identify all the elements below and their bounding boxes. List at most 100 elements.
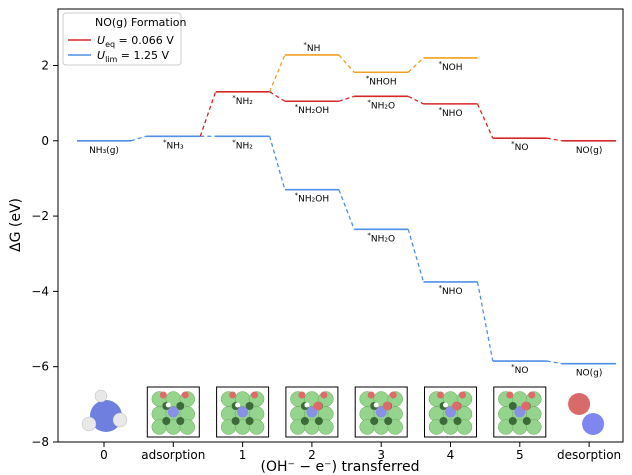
oxygen-atom (437, 391, 444, 399)
oxygen-atom (459, 391, 466, 399)
adsorbate-n-atom (445, 406, 456, 418)
adsorbate-o-atom (382, 401, 392, 411)
level-label: *NH₂OH (295, 103, 329, 116)
oxygen-atom (229, 391, 237, 399)
y-tick-label: −4 (31, 284, 49, 298)
x-tick-label: 2 (308, 448, 316, 462)
plot-frame (57, 8, 624, 443)
level-label: *NH₂OH (295, 192, 329, 205)
connector-line (407, 57, 424, 73)
y-tick-label: −2 (31, 209, 49, 223)
level-label: *NH₂ (232, 94, 253, 107)
surface-structure (493, 386, 547, 438)
connector-line (199, 91, 217, 137)
adsorbate-o-atom (521, 401, 531, 411)
legend-label-ulim: Ulim = 1.25 V (97, 49, 170, 64)
connector-line (338, 95, 355, 102)
subsurface-atom (300, 417, 309, 425)
y-tick-label: 0 (41, 134, 49, 148)
connector-line (407, 95, 424, 105)
surface-structure (354, 386, 408, 438)
y-tick-label: 2 (41, 58, 49, 72)
subsurface-atom (314, 417, 323, 425)
subsurface-atom (245, 402, 254, 410)
level-label: *NH₂O (367, 231, 395, 244)
legend: NO(g) Formation Ueq = 0.066 V Ulim = 1.2… (62, 12, 186, 66)
x-tick-label: 3 (377, 448, 385, 462)
connector-line (546, 137, 563, 142)
connector-line (476, 103, 494, 139)
level-label: NH₃(g) (89, 146, 119, 156)
level-label: *NO (511, 363, 528, 376)
connector-line (546, 360, 563, 365)
structure-icons (81, 386, 605, 438)
subsurface-atom (370, 417, 379, 425)
y-tick-label: −8 (31, 435, 49, 449)
adsorbate-o-atom (452, 401, 461, 411)
x-tick-label: 0 (100, 448, 108, 462)
connector-line (268, 136, 286, 190)
x-tick-label: adsorption (141, 448, 205, 462)
level-label: NO(g) (576, 369, 603, 379)
connector-line (269, 91, 286, 102)
x-tick-label: 5 (516, 448, 524, 462)
x-tick-label: desorption (557, 448, 621, 462)
level-label: *NH₂O (367, 98, 395, 111)
surface-structure (216, 386, 270, 438)
level-label: *NHO (438, 106, 462, 119)
subsurface-atom (245, 417, 254, 425)
adsorbate-n-atom (306, 406, 318, 418)
oxygen-atom (528, 391, 536, 399)
oxygen-atom (159, 391, 167, 399)
connector-line (268, 54, 286, 93)
adsorbate-n-atom (375, 406, 387, 418)
level-label: *NHO (438, 284, 462, 297)
surface-structure (424, 386, 477, 438)
subsurface-atom (384, 417, 393, 425)
oxygen-atom (389, 391, 397, 399)
adsorbate-n-atom (237, 406, 249, 418)
x-axis-ticks: 0 adsorption 1 2 3 4 5 desorption (100, 442, 621, 462)
adsorbate-n-atom (167, 406, 179, 418)
subsurface-atom (176, 417, 185, 425)
subsurface-atom (439, 417, 448, 425)
adsorbate-h-atom (304, 402, 310, 408)
subsurface-atom (522, 417, 531, 425)
x-axis-label: (OH⁻ − e⁻) transferred (261, 459, 420, 475)
adsorbate-o-atom (313, 401, 323, 411)
level-label: *NOH (438, 60, 462, 73)
level-label: *NH₂ (232, 138, 253, 151)
no-o-atom (568, 393, 591, 415)
ammonia-h-atom (94, 389, 108, 403)
adsorbate-h-atom (235, 402, 241, 408)
legend-title: NO(g) Formation (95, 16, 186, 29)
surface-structure (285, 386, 339, 438)
x-tick-label: 1 (239, 448, 247, 462)
adsorbate-h-atom (373, 402, 379, 408)
adsorbate-n-atom (514, 406, 526, 418)
subsurface-atom (176, 402, 185, 410)
subsurface-atom (508, 417, 517, 425)
ammonia-h-atom (81, 416, 97, 432)
level-label: *NO (511, 140, 528, 153)
legend-label-ueq: Ueq = 0.066 V (97, 34, 174, 49)
y-axis-ticks: −8 −6 −4 −2 0 2 (31, 58, 58, 449)
connector-line (476, 281, 494, 362)
connector-line (338, 54, 355, 73)
y-axis-label: ΔG (eV) (8, 198, 24, 252)
subsurface-atom (231, 417, 240, 425)
series-layer: NH₃(g) *NH₃ *NH₂ *NH₂OH *NH₂O *NHO *NO NO(g) *NH… (77, 41, 617, 379)
connector-line (130, 135, 147, 142)
adsorbate-h-atom (443, 402, 448, 408)
oxygen-atom (298, 391, 306, 399)
level-label: *NHOH (366, 74, 397, 87)
ammonia-h-atom (112, 412, 128, 428)
oxygen-atom (506, 391, 514, 399)
subsurface-atom (162, 417, 171, 425)
oxygen-atom (181, 391, 189, 399)
connector-line (407, 229, 425, 283)
y-tick-label: −6 (31, 360, 49, 374)
level-label: *NH₃ (163, 138, 184, 151)
oxygen-atom (320, 391, 328, 399)
